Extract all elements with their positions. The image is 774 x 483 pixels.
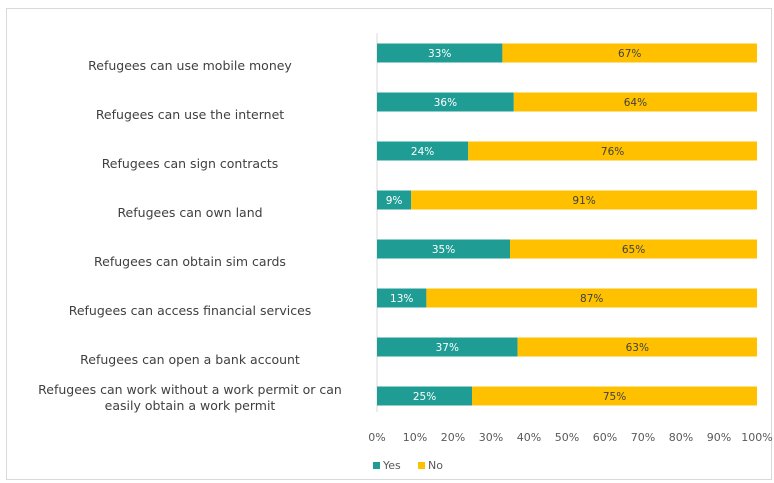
bar-yes-segment (377, 386, 472, 406)
bars (377, 43, 757, 406)
bar-value-label: 63% (626, 342, 649, 354)
bar-yes-segment (377, 239, 510, 259)
x-tick-label: 20% (441, 431, 465, 444)
category-label: Refugees can use the internet (96, 107, 284, 122)
bar-yes-segment (377, 288, 427, 308)
bar-value-label: 33% (428, 48, 451, 60)
x-tick-label: 90% (707, 431, 731, 444)
category-label: Refugees can open a bank account (80, 352, 300, 367)
category-label: Refugees can access financial services (69, 303, 312, 318)
bar-yes-segment (377, 190, 412, 210)
bar-yes-segment (377, 43, 503, 63)
x-tick-label: 50% (555, 431, 579, 444)
bar-value-label: 37% (436, 342, 459, 354)
bar-value-label: 65% (622, 244, 645, 256)
legend-swatch-yes (373, 462, 380, 469)
bar-value-label: 91% (572, 195, 595, 207)
bar-value-label: 24% (411, 146, 434, 158)
bar-value-label: 13% (390, 293, 413, 305)
bar-value-label: 75% (603, 391, 626, 403)
category-label: Refugees can work without a work permit … (38, 382, 342, 413)
bar-value-label: 64% (624, 97, 647, 109)
x-tick-label: 60% (593, 431, 617, 444)
x-tick-label: 10% (403, 431, 427, 444)
category-label: Refugees can use mobile money (88, 58, 292, 73)
x-axis-tick-labels: 0% 10% 20% 30% 40% 50% 60% 70% 80% 90% 100% (368, 431, 772, 444)
category-labels: Refugees can use mobile money Refugees ca… (38, 58, 342, 413)
bar-value-label: 35% (432, 244, 455, 256)
bar-value-label: 76% (601, 146, 624, 158)
category-label: Refugees can obtain sim cards (94, 254, 286, 269)
x-tick-label: 0% (368, 431, 385, 444)
bar-no-segment (468, 141, 757, 161)
bar-value-label: 87% (580, 293, 603, 305)
bar-no-segment (502, 43, 757, 63)
bar-value-labels: 33% 67% 36% 64% 24% 76% 9% 91% 35% 65% 13% 87% 37% 63… (386, 48, 649, 403)
bar-no-segment (411, 190, 757, 210)
bar-value-label: 36% (434, 97, 457, 109)
bar-value-label: 25% (413, 391, 436, 403)
legend-label-yes: Yes (382, 459, 401, 472)
bar-no-segment (510, 239, 757, 259)
x-tick-label: 80% (669, 431, 693, 444)
bar-value-label: 9% (386, 195, 403, 207)
x-tick-label: 40% (517, 431, 541, 444)
bar-no-segment (426, 288, 757, 308)
bar-no-segment (517, 337, 757, 357)
bar-yes-segment (377, 141, 469, 161)
legend: Yes No (373, 459, 443, 472)
category-label: Refugees can own land (117, 205, 262, 220)
legend-label-no: No (428, 459, 443, 472)
bar-yes-segment (377, 337, 518, 357)
bar-yes-segment (377, 92, 514, 112)
x-tick-label: 100% (741, 431, 772, 444)
bar-no-segment (513, 92, 757, 112)
legend-swatch-no (418, 462, 425, 469)
x-tick-label: 30% (479, 431, 503, 444)
bar-value-label: 67% (618, 48, 641, 60)
bar-no-segment (472, 386, 757, 406)
category-label: Refugees can sign contracts (102, 156, 279, 171)
x-tick-label: 70% (631, 431, 655, 444)
